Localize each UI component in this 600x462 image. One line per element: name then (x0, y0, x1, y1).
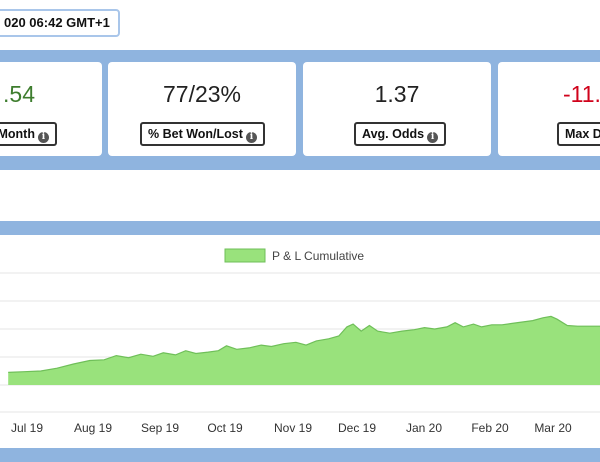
x-tick-label: Sep 19 (141, 421, 179, 435)
x-tick-label: Aug 19 (74, 421, 112, 435)
pnl-area-line (8, 315, 600, 373)
stat-card-won-lost: 77/23% % Bet Won/Lost i (108, 62, 296, 156)
stat-value-avg-odds: 1.37 (374, 81, 420, 107)
x-tick-label: Jul 19 (11, 421, 43, 435)
stat-label-won-lost[interactable]: % Bet Won/Lost i (140, 122, 265, 146)
x-tick-label: Mar 20 (534, 421, 572, 435)
legend-label: P & L Cumulative (272, 249, 364, 263)
chart-legend: P & L Cumulative (224, 248, 364, 263)
stat-value-monthly: .54 (3, 81, 35, 107)
x-tick-label: Feb 20 (471, 421, 509, 435)
stat-value-won-lost: 77/23% (162, 81, 241, 107)
stat-label-monthly-text: /Month (0, 127, 35, 141)
stat-label-max-drawdown-text: Max D (565, 127, 600, 141)
info-icon[interactable]: i (37, 132, 49, 143)
chart-x-axis: Jul 19 Aug 19 Sep 19 Oct 19 Nov 19 Dec 19 Jan … (11, 421, 572, 435)
pnl-chart: Jul 19 Aug 19 Sep 19 Oct 19 Nov 19 Dec 19 Jan … (0, 248, 600, 435)
chart-area-layer (8, 315, 600, 385)
stat-label-max-drawdown[interactable]: Max D (557, 122, 600, 146)
stat-label-avg-odds[interactable]: Avg. Odds i (354, 122, 447, 146)
info-icon[interactable]: i (427, 132, 439, 143)
stat-label-avg-odds-text: Avg. Odds (362, 127, 425, 141)
x-tick-label: Oct 19 (207, 421, 243, 435)
x-tick-label: Jan 20 (406, 421, 442, 435)
stat-card-avg-odds: 1.37 Avg. Odds i (303, 62, 491, 156)
stat-value-max-drawdown: -11.1 (563, 81, 600, 107)
x-tick-label: Nov 19 (274, 421, 312, 435)
stat-card-max-drawdown: -11.1 Max D (498, 62, 600, 156)
date-display: 020 06:42 GMT+1 (0, 9, 120, 37)
chart-band-top (0, 221, 600, 235)
pnl-area-fill (8, 316, 600, 385)
chart-band-bottom (0, 448, 600, 462)
legend-swatch (224, 248, 266, 263)
info-icon[interactable]: i (245, 132, 257, 143)
x-tick-label: Dec 19 (338, 421, 376, 435)
stat-label-won-lost-text: % Bet Won/Lost (148, 127, 243, 141)
